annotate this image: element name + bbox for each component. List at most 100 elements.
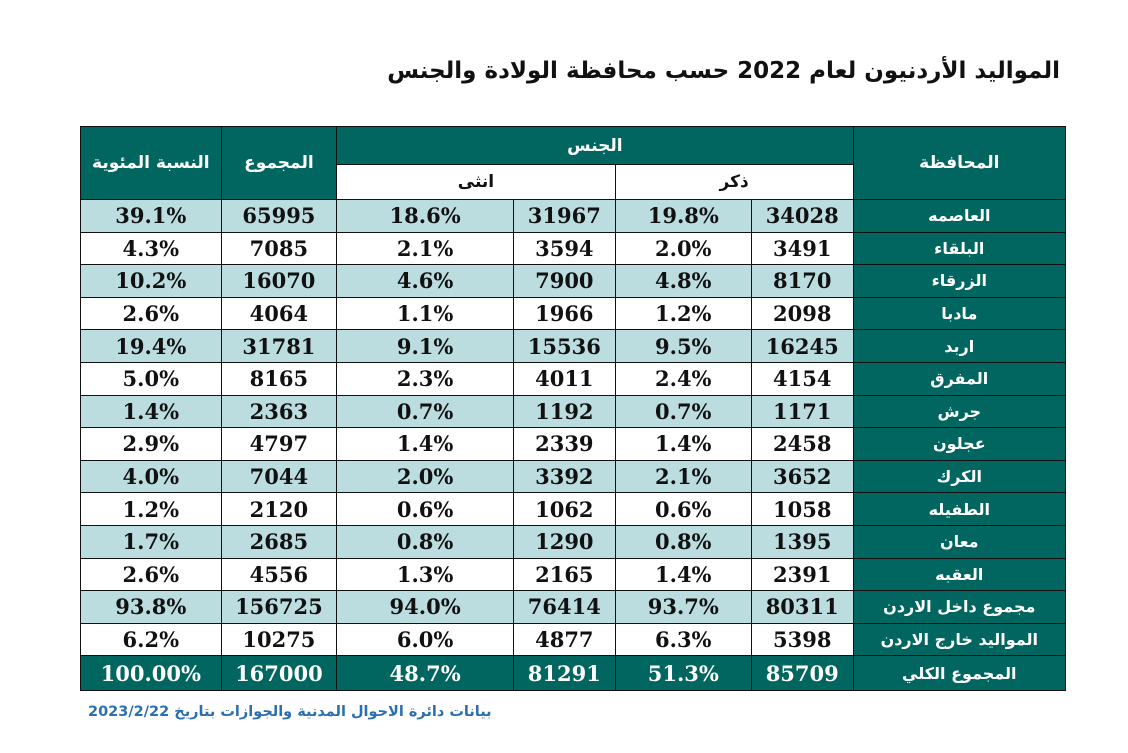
pct-cell: 1.2% [80, 492, 222, 526]
pct-cell: 2.9% [80, 427, 222, 461]
female-pct-cell: 9.1% [336, 329, 514, 363]
total-cell: 4556 [220, 557, 338, 592]
female-pct-cell: 6.0% [336, 622, 514, 657]
table-row: اربد 16245 9.5% 15536 9.1% 31781 19.4% [80, 329, 1067, 363]
female-count-cell: 1062 [512, 492, 616, 526]
female-count-cell: 81291 [512, 655, 616, 692]
table-row: البلقاء 3491 2.0% 3594 2.1% 7085 4.3% [80, 231, 1067, 266]
header-row-sub: ذكر انثى [81, 164, 1066, 200]
pct-cell: 1.4% [80, 394, 222, 429]
female-pct-cell: 18.6% [336, 199, 514, 233]
governorate-cell: عجلون [852, 427, 1067, 461]
male-count-cell: 1171 [750, 394, 854, 429]
governorate-cell: العقبه [852, 557, 1067, 592]
total-cell: 16070 [220, 264, 338, 298]
female-count-cell: 1290 [512, 524, 616, 559]
table-body: العاصمه 34028 19.8% 31967 18.6% 65995 39.1% الب… [80, 199, 1067, 692]
pct-cell: 2.6% [80, 557, 222, 592]
male-count-cell: 85709 [750, 655, 854, 692]
male-count-cell: 5398 [750, 622, 854, 657]
total-cell: 7044 [220, 459, 338, 494]
grand-total-row: المجموع الكلي 85709 51.3% 81291 48.7% 167000 1… [80, 655, 1067, 692]
table-row: الطفيله 1058 0.6% 1062 0.6% 2120 1.2% [80, 492, 1067, 526]
female-count-cell: 1192 [512, 394, 616, 429]
pct-cell: 6.2% [80, 622, 222, 657]
male-count-cell: 16245 [750, 329, 854, 363]
total-cell: 4064 [220, 296, 338, 331]
female-pct-cell: 1.4% [336, 427, 514, 461]
total-cell: 156725 [220, 590, 338, 624]
total-cell: 65995 [220, 199, 338, 233]
table-row: معان 1395 0.8% 1290 0.8% 2685 1.7% [80, 524, 1067, 559]
female-pct-cell: 48.7% [336, 655, 514, 692]
male-pct-cell: 2.4% [614, 361, 752, 396]
female-count-cell: 2165 [512, 557, 616, 592]
total-cell: 167000 [220, 655, 338, 692]
pct-cell: 5.0% [80, 361, 222, 396]
header-percentage: النسبة المئوية [80, 126, 222, 200]
pct-cell: 2.6% [80, 296, 222, 331]
pct-cell: 10.2% [80, 264, 222, 298]
governorate-cell: الكرك [852, 459, 1067, 494]
male-pct-cell: 93.7% [614, 590, 752, 624]
female-count-cell: 31967 [512, 199, 616, 233]
governorate-cell: جرش [852, 394, 1067, 429]
male-count-cell: 34028 [750, 199, 854, 233]
total-cell: 2363 [220, 394, 338, 429]
governorate-cell: الطفيله [852, 492, 1067, 526]
male-count-cell: 2098 [750, 296, 854, 331]
male-count-cell: 1395 [750, 524, 854, 559]
female-pct-cell: 94.0% [336, 590, 514, 624]
pct-cell: 93.8% [80, 590, 222, 624]
male-count-cell: 1058 [750, 492, 854, 526]
male-pct-cell: 2.0% [614, 231, 752, 266]
female-pct-cell: 0.8% [336, 524, 514, 559]
male-pct-cell: 4.8% [614, 264, 752, 298]
header-total: المجموع [220, 126, 338, 200]
source-footnote: بيانات دائرة الاحوال المدنية والجوازات ب… [88, 704, 492, 720]
female-count-cell: 76414 [512, 590, 616, 624]
governorate-cell: معان [852, 524, 1067, 559]
female-pct-cell: 1.3% [336, 557, 514, 592]
table-row: مجموع داخل الاردن 80311 93.7% 76414 94.0% 156… [80, 590, 1067, 624]
male-count-cell: 2458 [750, 427, 854, 461]
male-count-cell: 3491 [750, 231, 854, 266]
governorate-cell: المواليد خارج الاردن [852, 622, 1067, 657]
male-pct-cell: 9.5% [614, 329, 752, 363]
female-count-cell: 4877 [512, 622, 616, 657]
pct-cell: 19.4% [80, 329, 222, 363]
female-count-cell: 3594 [512, 231, 616, 266]
pct-cell: 1.7% [80, 524, 222, 559]
table-row: المفرق 4154 2.4% 4011 2.3% 8165 5.0% [80, 361, 1067, 396]
male-pct-cell: 0.8% [614, 524, 752, 559]
male-count-cell: 3652 [750, 459, 854, 494]
male-pct-cell: 1.4% [614, 427, 752, 461]
pct-cell: 39.1% [80, 199, 222, 233]
male-pct-cell: 19.8% [614, 199, 752, 233]
male-pct-cell: 51.3% [614, 655, 752, 692]
governorate-cell: العاصمه [852, 199, 1067, 233]
pct-cell: 100.00% [80, 655, 222, 692]
table-row: الزرقاء 8170 4.8% 7900 4.6% 16070 10.2% [80, 264, 1067, 298]
male-pct-cell: 0.7% [614, 394, 752, 429]
header-male: ذكر [614, 164, 854, 200]
governorate-cell: مجموع داخل الاردن [852, 590, 1067, 624]
female-pct-cell: 1.1% [336, 296, 514, 331]
page-title: المواليد الأردنيون لعام 2022 حسب محافظة … [387, 58, 1060, 84]
births-table: المحافظة الجنس المجموع النسبة المئوية ذك… [80, 126, 1067, 692]
table-row: المواليد خارج الاردن 5398 6.3% 4877 6.0% 1027… [80, 622, 1067, 657]
table-row: العقبه 2391 1.4% 2165 1.3% 4556 2.6% [80, 557, 1067, 592]
governorate-cell: الزرقاء [852, 264, 1067, 298]
female-pct-cell: 2.1% [336, 231, 514, 266]
governorate-cell: مادبا [852, 296, 1067, 331]
total-cell: 2120 [220, 492, 338, 526]
male-pct-cell: 2.1% [614, 459, 752, 494]
female-count-cell: 4011 [512, 361, 616, 396]
total-cell: 7085 [220, 231, 338, 266]
table-row: الكرك 3652 2.1% 3392 2.0% 7044 4.0% [80, 459, 1067, 494]
female-pct-cell: 4.6% [336, 264, 514, 298]
total-cell: 4797 [220, 427, 338, 461]
header-gender: الجنس [336, 126, 854, 165]
female-pct-cell: 2.3% [336, 361, 514, 396]
header-female: انثى [336, 164, 616, 200]
